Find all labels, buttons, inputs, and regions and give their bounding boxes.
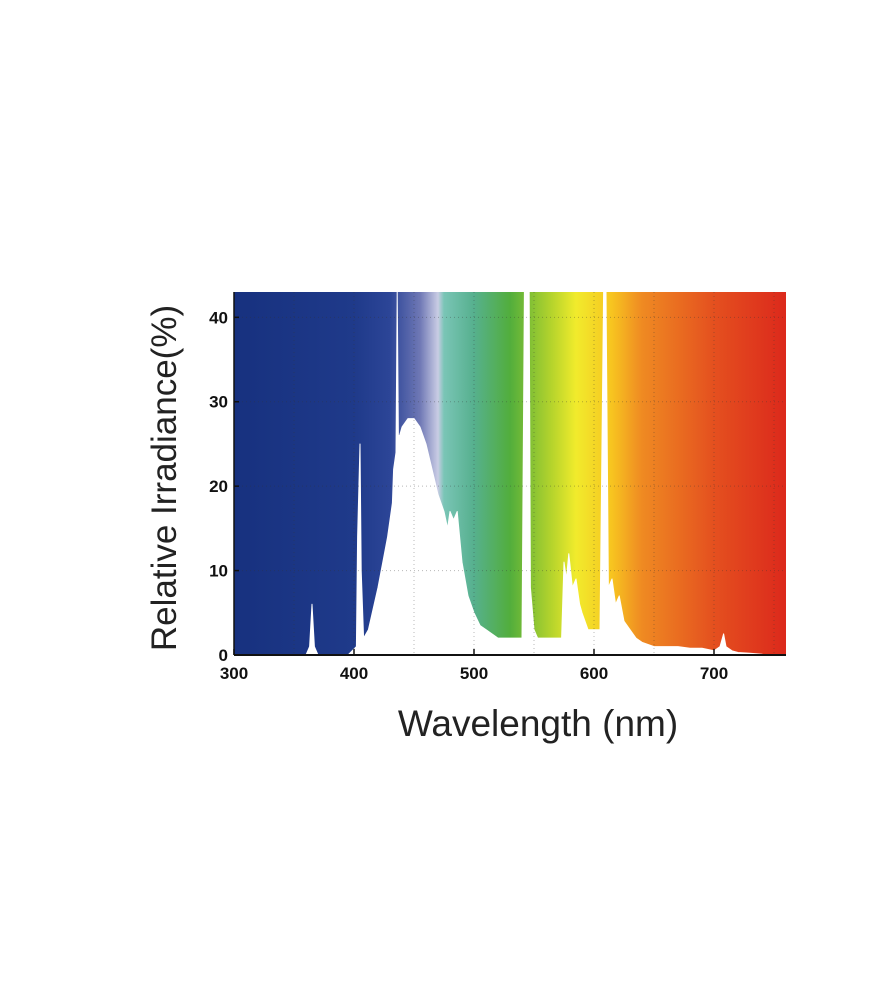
y-tick-label: 10 (209, 562, 228, 581)
y-tick-label: 40 (209, 308, 228, 327)
x-tick-label: 600 (580, 664, 608, 683)
x-tick-label: 300 (220, 664, 248, 683)
y-tick-label: 30 (209, 393, 228, 412)
plot-area (234, 292, 786, 655)
y-tick-label: 0 (219, 646, 228, 665)
grid (234, 292, 786, 655)
x-axis-title: Wavelength (nm) (398, 703, 678, 744)
spectrum-area (234, 292, 786, 655)
spectrum-background (234, 292, 786, 655)
y-tick-label: 20 (209, 477, 228, 496)
y-axis-title: Relative Irradiance(%) (145, 305, 184, 651)
axes: 300 400 500 600 700 0 10 20 30 40 (209, 292, 786, 683)
labels: Wavelength (nm) Relative Irradiance(%) (145, 305, 678, 744)
x-tick-label: 400 (340, 664, 368, 683)
x-tick-label: 700 (700, 664, 728, 683)
x-tick-label: 500 (460, 664, 488, 683)
